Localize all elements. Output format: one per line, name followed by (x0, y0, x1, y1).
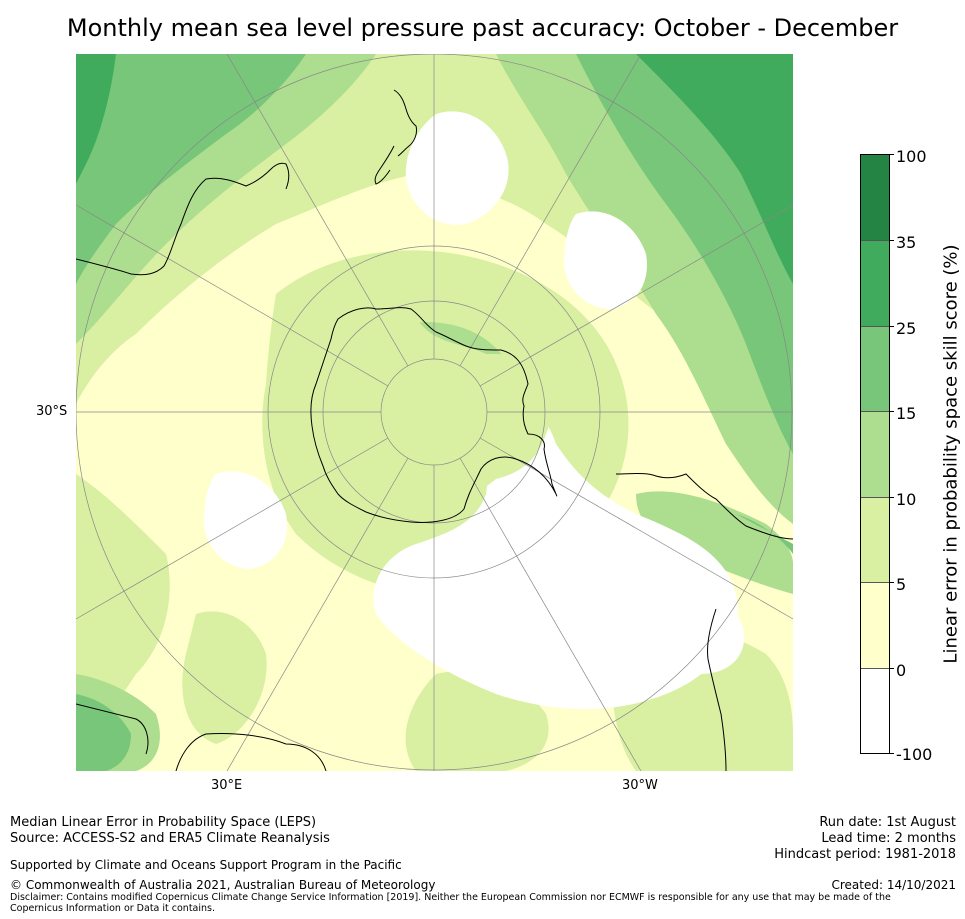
colorbar-tick (889, 497, 894, 498)
footer-method: Median Linear Error in Probability Space… (10, 815, 317, 830)
chart-title: Monthly mean sea level pressure past acc… (66, 14, 899, 42)
colorbar-divider (861, 668, 889, 669)
footer-hindcast: Hindcast period: 1981-2018 (774, 847, 956, 862)
colorbar-divider (861, 240, 889, 241)
colorbar-tick (889, 240, 894, 241)
antarctica-interior (313, 309, 550, 516)
colorbar-tick (889, 668, 894, 669)
colorbar-tick (889, 582, 894, 583)
graticule-meridians (76, 54, 793, 771)
madagascar-coastline (76, 703, 149, 755)
colorbar-bin-15-25 (860, 326, 889, 411)
colorbar-bin-10-15 (860, 411, 889, 497)
new-zealand-north-coastline (393, 89, 417, 157)
colorbar-divider (861, 497, 889, 498)
colorbar-divider (861, 582, 889, 583)
footer-support: Supported by Climate and Oceans Support … (10, 858, 402, 872)
colorbar-tick (889, 326, 894, 327)
south-america-coastline (615, 473, 793, 540)
skill-negative-regions (204, 111, 745, 709)
colorbar (860, 154, 889, 753)
footer-lead-time: Lead time: 2 months (821, 831, 956, 846)
antarctica-coastline (310, 307, 558, 523)
south-america-west-coastline (707, 608, 727, 771)
colorbar-bin-0-5 (860, 582, 889, 668)
colorbar-divider (861, 326, 889, 327)
colorbar-divider (861, 411, 889, 412)
colorbar-tick-label: 10 (896, 490, 917, 509)
polar-map (76, 54, 793, 771)
colorbar-bin-5-10 (860, 497, 889, 582)
coastlines (76, 89, 793, 771)
colorbar-tick-label: 35 (896, 233, 917, 252)
colorbar-tick (889, 753, 894, 754)
latitude-label-30s: 30°S (36, 404, 68, 419)
longitude-label-30w: 30°W (622, 778, 658, 793)
footer-created: Created: 14/10/2021 (831, 878, 956, 892)
footer-copyright: © Commonwealth of Australia 2021, Austra… (10, 878, 436, 892)
colorbar-tick (889, 154, 894, 155)
colorbar-tick-label: -100 (896, 745, 933, 764)
skill-25-35-regions (76, 54, 793, 284)
footer-run-date: Run date: 1st August (819, 815, 956, 830)
footer-source: Source: ACCESS-S2 and ERA5 Climate Reana… (10, 831, 330, 846)
colorbar-tick-label: 0 (896, 661, 907, 680)
colorbar-bin-25-35 (860, 240, 889, 326)
colorbar-tick-label: 5 (896, 575, 907, 594)
colorbar-tick (889, 411, 894, 412)
longitude-label-30e: 30°E (211, 778, 243, 793)
africa-coastline (175, 733, 327, 771)
colorbar-title: Linear error in probability space skill … (940, 244, 962, 664)
colorbar-tick-label: 25 (896, 319, 917, 338)
colorbar-tick-label: 100 (896, 147, 927, 166)
colorbar-bin-35-100 (860, 154, 889, 240)
new-zealand-south-coastline (374, 145, 395, 185)
footer-disclaimer: Disclaimer: Contains modified Copernicus… (10, 892, 891, 914)
colorbar-bin-neg100-0 (860, 668, 889, 753)
australia-coastline (76, 162, 290, 276)
colorbar-tick-label: 15 (896, 404, 917, 423)
